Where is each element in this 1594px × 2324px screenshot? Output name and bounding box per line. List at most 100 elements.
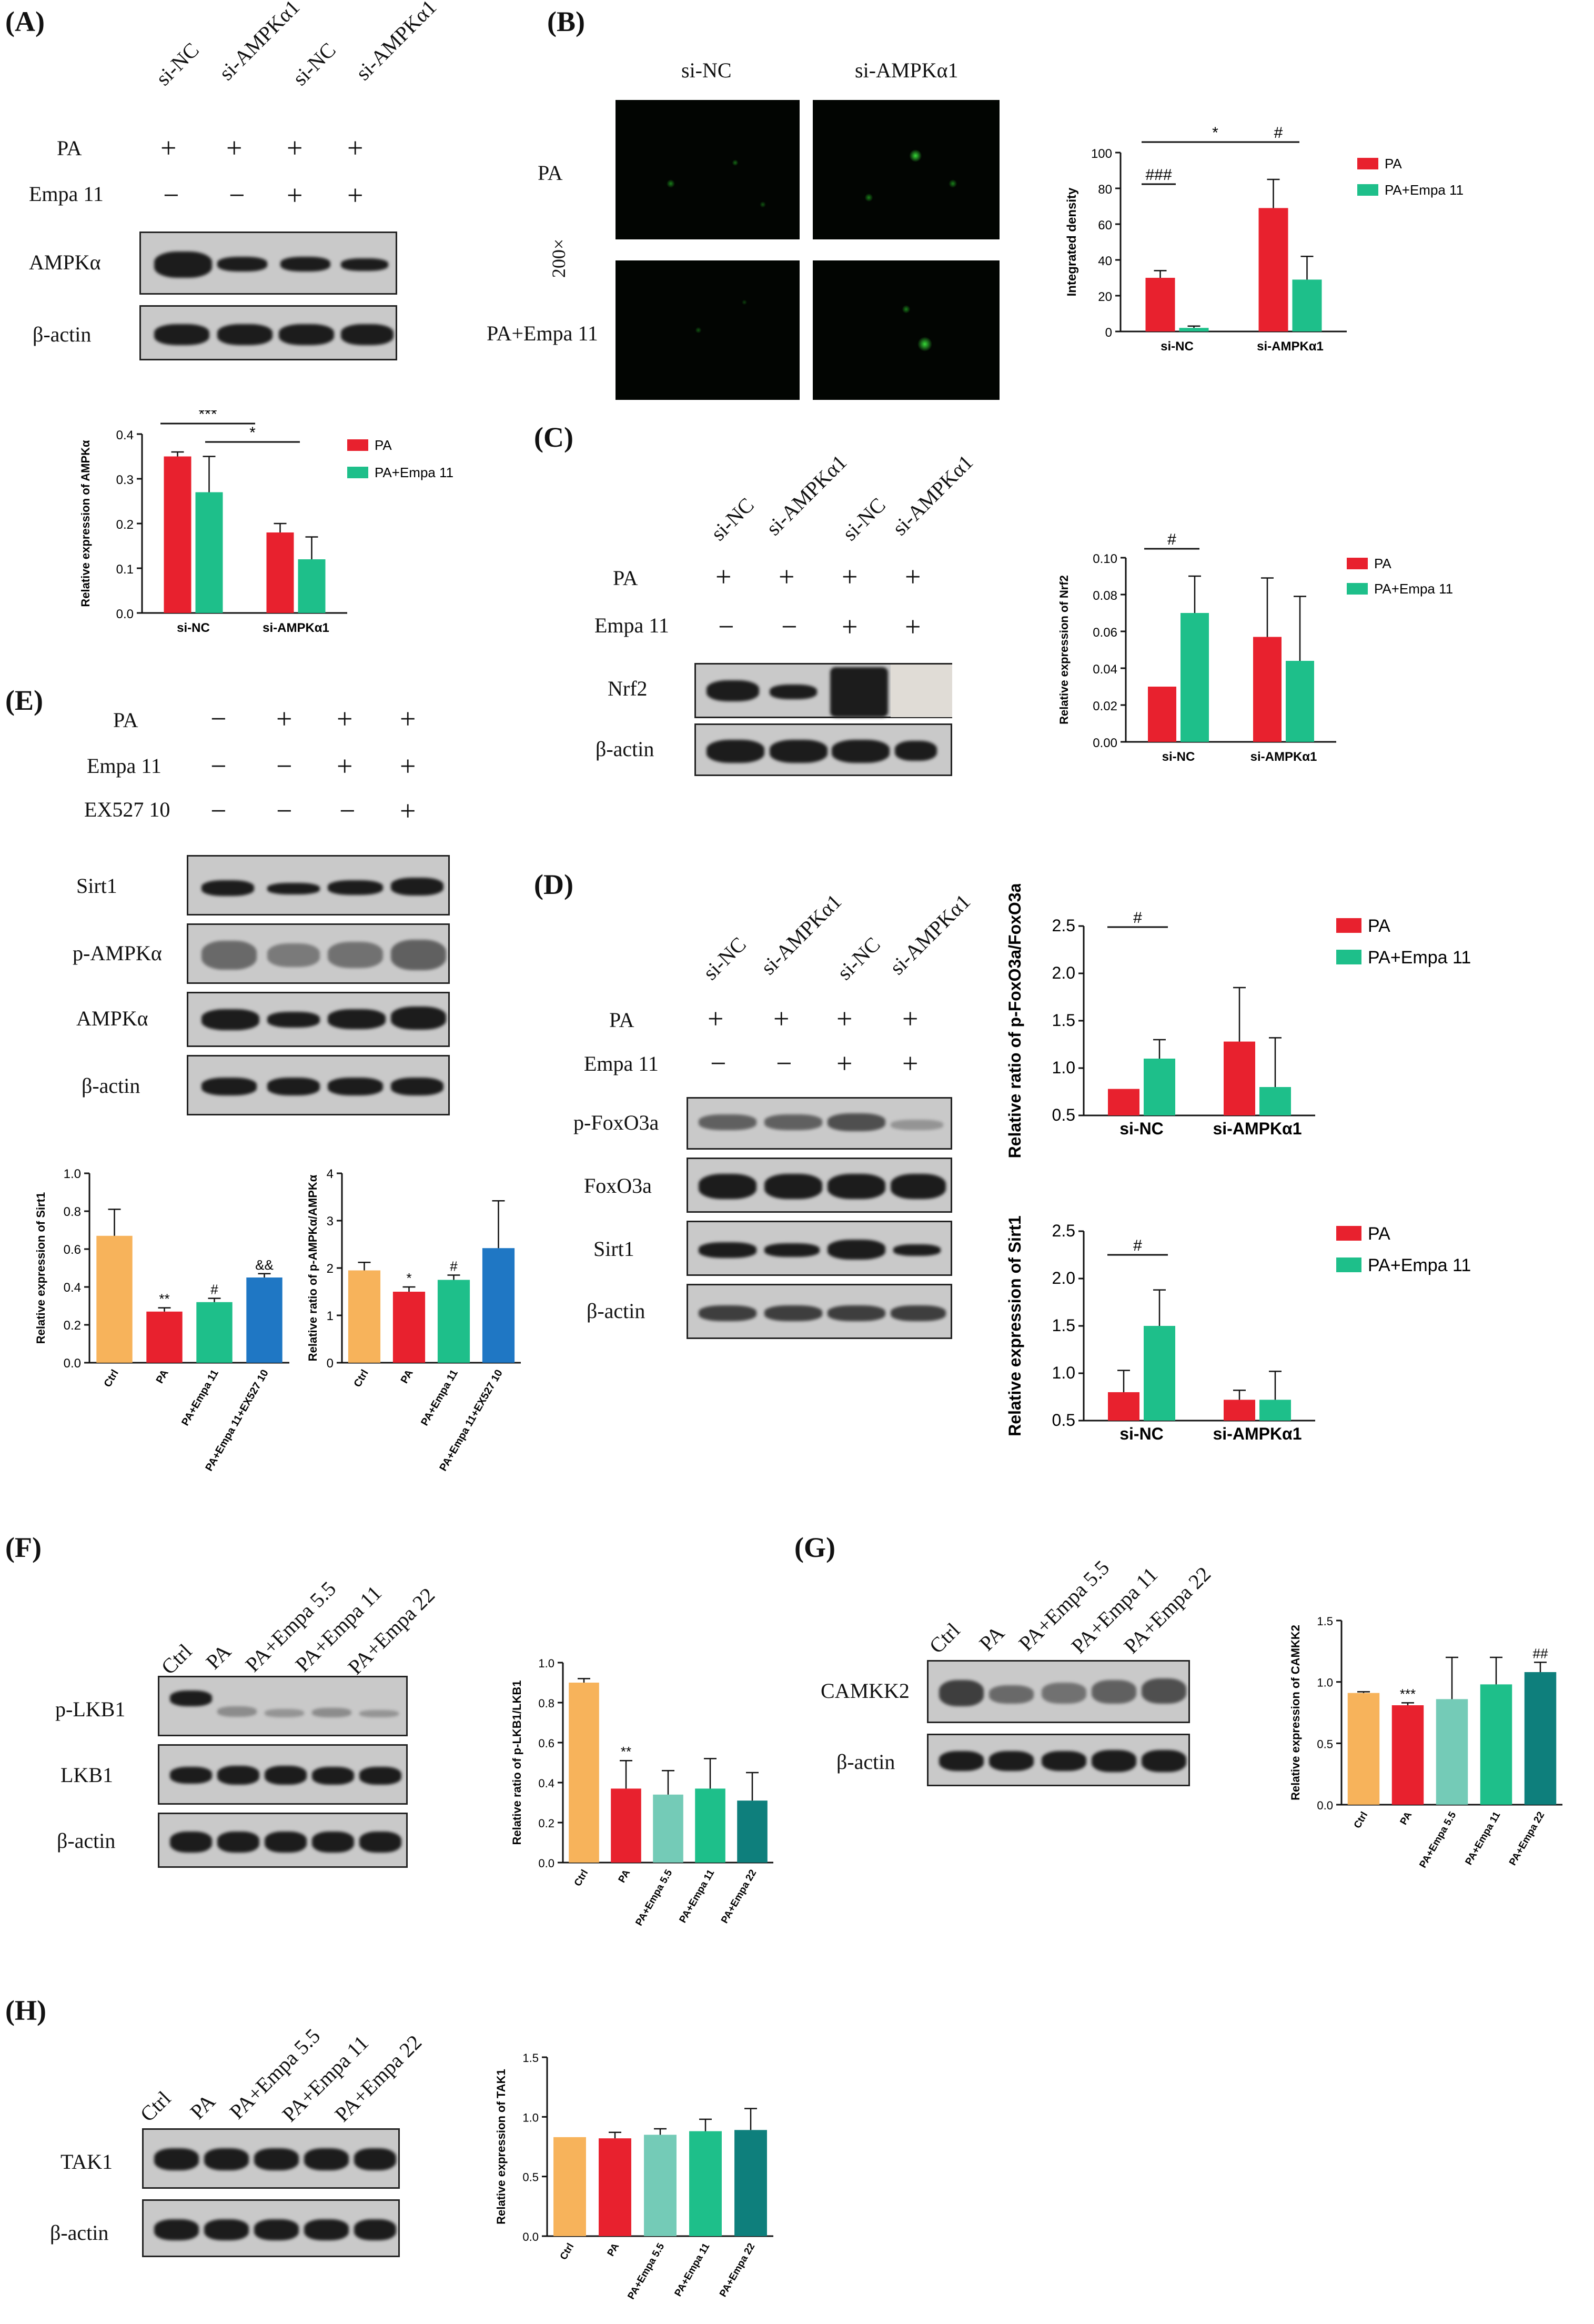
bar — [1524, 1672, 1557, 1805]
blot-label: Nrf2 — [608, 677, 648, 700]
significance-mark: * — [1212, 124, 1218, 142]
blot-actin — [142, 2199, 400, 2257]
bar — [1347, 1693, 1380, 1805]
y-tick-label: 1.5 — [1052, 1316, 1075, 1335]
sign-mark: + — [400, 703, 416, 735]
sign-mark: − — [710, 1048, 727, 1079]
lane-label: Ctrl — [156, 1639, 197, 1679]
bar — [298, 559, 326, 613]
x-tick-label: PA+Empa 5.5 — [633, 1868, 674, 1928]
x-tick-label: PA+Empa 22 — [719, 1868, 759, 1925]
lane-label: si-NC — [832, 932, 885, 985]
x-tick-label: PA+Empa 5.5 — [626, 2241, 667, 2301]
micrograph — [616, 100, 800, 239]
x-tick-label: PA+Empa 22 — [718, 2241, 757, 2299]
row-label-pa: PA — [113, 708, 138, 732]
row-label: PA+Empa 11 — [487, 321, 598, 345]
y-tick-label: 1.0 — [522, 2111, 539, 2124]
legend-entry: PA+Empa 11 — [1374, 581, 1453, 597]
y-tick-label: 3 — [327, 1214, 334, 1229]
blot-nrf2 — [694, 663, 952, 718]
x-tick-label: PA — [606, 2241, 622, 2258]
y-tick-label: 0.02 — [1093, 699, 1117, 713]
blot-lkb1 — [158, 1744, 408, 1805]
legend-entry: PA — [1374, 556, 1391, 571]
blot-camkk2 — [927, 1660, 1190, 1723]
bar — [553, 2137, 586, 2236]
row-label-empa: Empa 11 — [29, 182, 104, 206]
y-tick-label: 1.5 — [522, 2051, 539, 2065]
x-tick-label: PA+Empa 11 — [673, 2241, 712, 2299]
sign-mark: + — [287, 132, 303, 164]
sign-mark: − — [210, 750, 227, 782]
x-tick-label: Ctrl — [558, 2241, 577, 2262]
y-tick-label: 0.10 — [1093, 552, 1117, 566]
blot-label: p-AMPKα — [73, 941, 162, 965]
x-tick-label: PA — [1398, 1810, 1415, 1827]
significance-mark: # — [1133, 1237, 1142, 1254]
lane-label: si-NC — [838, 492, 890, 546]
column-label: si-NC — [681, 58, 732, 82]
chart-e2: 0 1 2 3 4 Relative ratio of p-AMPKα/AMPKα Ctrl… — [306, 1167, 521, 1473]
blot-actin — [139, 305, 397, 360]
bar — [1224, 1041, 1255, 1115]
panel-a: (A) si-NC si-AMPKα1 si-NC si-AMPKα1 PA +… — [0, 0, 526, 684]
blot-label: β-actin — [596, 737, 654, 761]
bar — [1292, 279, 1322, 331]
row-label-empa: Empa 11 — [87, 754, 162, 778]
y-axis-label: Relative expression of Sirt1 — [34, 1192, 47, 1344]
y-tick-label: 0.4 — [64, 1281, 81, 1295]
y-axis-label: Relative expression of AMPKα — [79, 440, 92, 607]
sign-mark: + — [842, 561, 858, 592]
lane-label: PA — [185, 2089, 220, 2124]
row-label-empa: Empa 11 — [584, 1052, 659, 1075]
x-tick-label: Ctrl — [102, 1368, 121, 1390]
x-tick-label: si-AMPKα1 — [1257, 339, 1324, 354]
micrograph — [813, 100, 1000, 239]
chart-c: 0.00 0.02 0.04 0.06 0.08 0.10 Relative express… — [1057, 531, 1453, 764]
bar — [348, 1270, 381, 1363]
y-tick-label: 1.0 — [538, 1657, 554, 1670]
y-axis-label: Relative expression of TAK1 — [495, 2069, 508, 2224]
y-tick-label: 0.8 — [538, 1697, 554, 1710]
y-axis-label: Relative ratio of p-LKB1/LKB1 — [510, 1681, 523, 1845]
row-label: PA — [538, 161, 563, 185]
y-tick-label: 0.4 — [116, 428, 134, 442]
significance-mark: ** — [621, 1744, 631, 1759]
bar — [1108, 1392, 1139, 1421]
bar — [1181, 613, 1209, 742]
y-tick-label: 80 — [1098, 183, 1112, 197]
sign-mark: + — [337, 750, 353, 782]
chart-d1: 0.5 1.0 1.5 2.0 2.5 Relative ratio of p-FoxO3… — [1005, 884, 1471, 1158]
sign-mark: − — [229, 179, 245, 211]
y-tick-label: 60 — [1098, 218, 1112, 233]
lane-label: PA — [974, 1621, 1009, 1656]
y-tick-label: 0.06 — [1093, 626, 1117, 640]
bar — [195, 492, 223, 613]
sign-mark: + — [779, 561, 795, 592]
blot-actin — [187, 1055, 450, 1115]
panel-label-c: (C) — [534, 421, 573, 453]
lane-label: PA — [201, 1639, 236, 1674]
blot-actin — [687, 1284, 952, 1339]
sign-mark: + — [836, 1003, 853, 1034]
sign-mark: − — [776, 1048, 792, 1079]
sign-mark: − — [210, 703, 227, 735]
y-tick-label: 0.04 — [1093, 662, 1117, 677]
panel-d: (D) si-NC si-AMPKα1 si-NC si-AMPKα1 PA +… — [526, 852, 1594, 1484]
panel-label-g: (G) — [794, 1532, 835, 1563]
lane-label: si-AMPKα1 — [887, 450, 978, 540]
x-tick-label: si-NC — [1119, 1119, 1164, 1138]
y-axis-label: Relative expression of Sirt1 — [1005, 1215, 1024, 1436]
y-tick-label: 0.3 — [116, 473, 134, 487]
blot-pfoxo3a — [687, 1097, 952, 1150]
panel-label-f: (F) — [5, 1532, 42, 1563]
panel-label-a: (A) — [5, 6, 45, 37]
y-tick-label: 0.2 — [538, 1817, 554, 1830]
legend-entry: PA+Empa 11 — [1385, 182, 1464, 198]
blot-plkb1 — [158, 1676, 408, 1736]
panel-c: (C) si-NC si-AMPKα1 si-NC si-AMPKα1 PA +… — [526, 416, 1594, 837]
legend-entry: PA+Empa 11 — [1368, 1255, 1471, 1275]
blot-label: β-actin — [57, 1829, 116, 1853]
bar — [1436, 1699, 1468, 1805]
